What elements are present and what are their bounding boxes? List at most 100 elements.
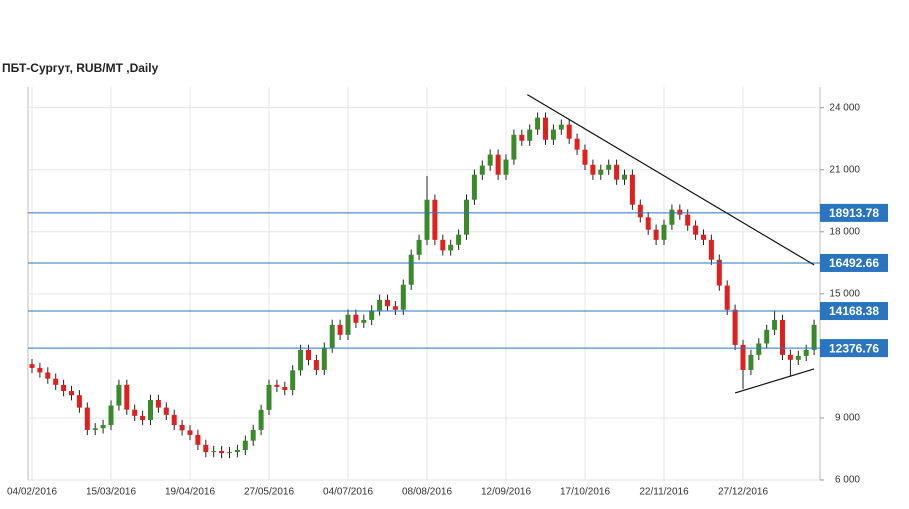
x-tick-label: 17/10/2016	[560, 487, 610, 498]
candle-body	[424, 199, 430, 240]
candle-body	[677, 209, 683, 215]
candle-body	[811, 324, 817, 350]
y-tick-label: 21 000	[829, 164, 860, 175]
level-label-box	[820, 302, 888, 321]
candle-body	[392, 306, 398, 310]
candle-body	[53, 378, 59, 385]
y-tick-label: 18 000	[829, 226, 860, 237]
candle-body	[724, 285, 730, 310]
candle-body	[558, 124, 564, 130]
candle-body	[76, 395, 82, 408]
candle-body	[535, 117, 541, 130]
candle-body	[242, 440, 248, 451]
candle-body	[503, 159, 509, 175]
candle-body	[519, 134, 525, 141]
candle-body	[306, 349, 311, 361]
candle-body	[100, 424, 106, 429]
candle-body	[45, 372, 51, 379]
x-tick-label: 22/11/2016	[639, 487, 689, 498]
candle-body	[116, 384, 122, 406]
candle-body	[487, 154, 493, 166]
candle-body	[155, 399, 161, 408]
candle-body	[550, 129, 556, 140]
candle-body	[471, 174, 477, 200]
candle-body	[377, 299, 383, 311]
y-tick-label: 9 000	[835, 413, 860, 424]
level-label: 18913.78	[829, 206, 879, 220]
candle-body	[132, 409, 138, 416]
candle-body	[416, 239, 422, 255]
x-tick-label: 04/07/2016	[323, 487, 373, 498]
y-tick-label: 24 000	[829, 102, 860, 113]
level-label: 12376.76	[829, 341, 879, 355]
x-tick-label: 19/04/2016	[165, 487, 215, 498]
trend-line	[527, 94, 815, 266]
candle-body	[274, 384, 280, 387]
x-tick-label: 15/03/2016	[86, 487, 136, 498]
candle-body	[716, 259, 722, 286]
candle-body	[61, 384, 67, 392]
candle-body	[543, 117, 548, 140]
candle-body	[479, 165, 485, 175]
candle-body	[764, 329, 770, 344]
candle-body	[598, 169, 604, 175]
candle-body	[69, 391, 74, 396]
candle-body	[653, 229, 659, 240]
level-label-box	[820, 253, 888, 272]
candle-body	[84, 407, 90, 430]
candle-body	[266, 384, 272, 410]
candle-body	[669, 209, 675, 225]
candle-body	[701, 234, 706, 240]
candle-body	[408, 254, 414, 285]
candle-body	[440, 239, 446, 251]
candle-body	[345, 314, 351, 335]
candle-body	[171, 414, 177, 425]
candle-body	[432, 199, 438, 240]
candle-body	[187, 430, 193, 435]
candle-body	[361, 319, 367, 323]
candle-body	[92, 428, 98, 430]
candle-body	[448, 244, 454, 251]
candle-body	[337, 324, 343, 335]
candle-body	[756, 343, 762, 355]
candle-body	[511, 134, 517, 160]
x-tick-label: 27/12/2016	[718, 487, 768, 498]
candle-body	[803, 349, 809, 356]
x-tick-label: 04/02/2016	[7, 487, 57, 498]
candle-body	[211, 451, 217, 453]
candle-body	[195, 434, 201, 445]
candle-body	[258, 409, 264, 430]
candle-body	[645, 217, 651, 230]
candle-body	[250, 429, 256, 441]
candle-body	[495, 154, 501, 175]
candle-body	[369, 310, 375, 320]
candle-body	[227, 452, 232, 454]
candle-body	[353, 314, 359, 323]
candle-body	[29, 364, 35, 368]
candle-body	[321, 347, 327, 370]
candle-body	[234, 450, 240, 453]
candle-body	[219, 451, 225, 454]
candle-body	[37, 367, 43, 373]
x-tick-label: 08/08/2016	[402, 487, 452, 498]
candle-body	[329, 324, 335, 348]
level-label: 14168.38	[829, 304, 879, 318]
candle-body	[313, 360, 319, 370]
candle-body	[179, 424, 185, 431]
level-label-box	[820, 339, 888, 358]
candle-body	[574, 138, 580, 150]
candle-body	[772, 319, 778, 330]
candle-body	[661, 224, 667, 240]
candle-body	[400, 284, 406, 310]
candle-body	[780, 319, 785, 355]
y-tick-label: 6 000	[835, 475, 860, 486]
trend-line	[734, 368, 815, 394]
candle-body	[693, 225, 699, 235]
candle-body	[795, 355, 801, 360]
candle-body	[708, 239, 714, 260]
candle-body	[787, 354, 793, 360]
candle-body	[606, 164, 612, 170]
candle-body	[590, 164, 596, 175]
level-label: 16492.66	[829, 256, 879, 270]
candle-body	[203, 444, 209, 453]
